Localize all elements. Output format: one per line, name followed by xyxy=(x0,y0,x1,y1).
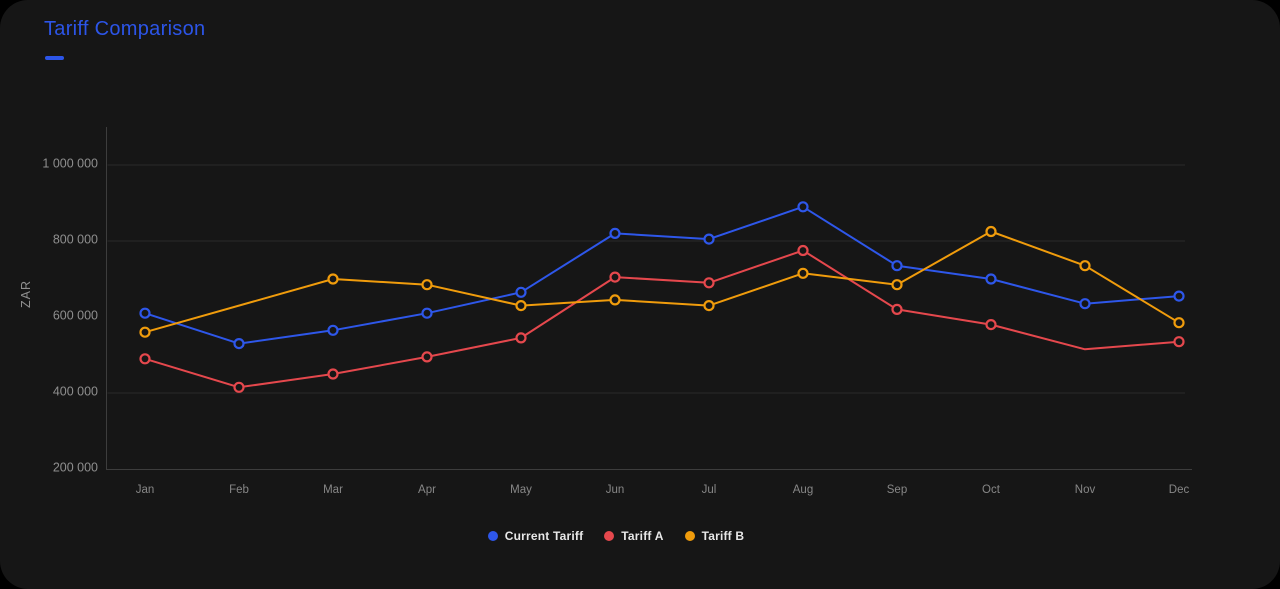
chart-title: Tariff Comparison xyxy=(44,18,206,40)
data-point-tariff-a-feb[interactable] xyxy=(233,381,245,393)
x-axis-tick-label: May xyxy=(510,484,532,496)
y-axis-tick-label: 200 000 xyxy=(53,461,98,475)
data-point-tariff-b-mar[interactable] xyxy=(327,273,339,285)
series-line-current-tariff xyxy=(144,205,1180,345)
data-point-tariff-a-jul[interactable] xyxy=(703,277,715,289)
y-axis-tick-label: 400 000 xyxy=(53,385,98,399)
series-line-tariff-a xyxy=(144,249,1180,389)
data-point-tariff-a-jun[interactable] xyxy=(609,271,621,283)
x-axis-tick-label: Feb xyxy=(229,484,249,496)
data-point-tariff-b-jun[interactable] xyxy=(609,294,621,306)
data-point-tariff-b-dec[interactable] xyxy=(1173,317,1185,329)
data-point-tariff-b-sep[interactable] xyxy=(891,279,903,291)
legend-item-tariff-a[interactable]: Tariff A xyxy=(604,529,663,543)
legend-label: Tariff A xyxy=(621,529,664,543)
chart-legend: Current Tariff Tariff A Tariff B xyxy=(0,529,1232,543)
data-point-current-tariff-mar[interactable] xyxy=(327,324,339,336)
data-point-tariff-a-aug[interactable] xyxy=(797,244,809,257)
data-point-current-tariff-jun[interactable] xyxy=(609,227,621,239)
x-axis-tick-label: Jan xyxy=(136,484,155,496)
legend-label: Tariff B xyxy=(701,529,745,543)
data-point-tariff-a-mar[interactable] xyxy=(327,368,339,380)
legend-item-tariff-b[interactable]: Tariff B xyxy=(684,529,745,543)
data-point-current-tariff-feb[interactable] xyxy=(233,338,245,350)
data-point-tariff-b-nov[interactable] xyxy=(1079,260,1091,272)
data-point-current-tariff-apr[interactable] xyxy=(421,307,433,319)
data-point-tariff-a-may[interactable] xyxy=(515,332,527,344)
data-point-tariff-a-jan[interactable] xyxy=(139,353,151,365)
x-axis-tick-label: Sep xyxy=(887,484,907,496)
legend-label: Current Tariff xyxy=(504,529,584,543)
x-axis-tick-label: Apr xyxy=(418,484,436,496)
data-point-tariff-b-oct[interactable] xyxy=(985,225,997,238)
data-point-current-tariff-dec[interactable] xyxy=(1173,290,1185,302)
series-line-tariff-b xyxy=(144,230,1180,334)
x-axis-tick-label: Jun xyxy=(606,484,625,496)
data-point-tariff-b-aug[interactable] xyxy=(797,267,809,279)
data-point-tariff-a-apr[interactable] xyxy=(421,351,433,363)
title-underline xyxy=(45,56,64,60)
x-axis-tick-label: Nov xyxy=(1075,484,1096,496)
data-point-tariff-a-dec[interactable] xyxy=(1173,336,1185,348)
x-axis-tick-label: Oct xyxy=(982,484,1001,496)
data-point-tariff-b-jan[interactable] xyxy=(139,326,151,338)
x-axis-tick-label: Mar xyxy=(323,484,343,496)
data-point-current-tariff-oct[interactable] xyxy=(985,273,997,285)
data-point-tariff-b-jul[interactable] xyxy=(703,300,715,312)
legend-dot-tariff-a xyxy=(604,531,615,541)
legend-dot-tariff-b xyxy=(684,531,695,541)
y-axis-name: ZAR xyxy=(19,280,33,308)
data-point-tariff-a-sep[interactable] xyxy=(891,303,903,315)
x-axis-tick-label: Dec xyxy=(1169,484,1190,496)
data-point-current-tariff-sep[interactable] xyxy=(891,260,903,272)
legend-item-current-tariff[interactable]: Current Tariff xyxy=(487,529,584,543)
data-point-current-tariff-nov[interactable] xyxy=(1079,298,1091,310)
legend-dot-current-tariff xyxy=(487,531,498,541)
data-point-tariff-a-oct[interactable] xyxy=(985,319,997,331)
y-axis-tick-label: 800 000 xyxy=(53,233,98,247)
x-axis-tick-label: Jul xyxy=(702,484,717,496)
x-axis-tick-label: Aug xyxy=(793,484,813,496)
data-point-tariff-b-apr[interactable] xyxy=(421,279,433,291)
data-point-tariff-b-may[interactable] xyxy=(515,300,527,312)
y-axis-tick-label: 1 000 000 xyxy=(42,157,98,171)
data-point-current-tariff-may[interactable] xyxy=(515,286,527,298)
data-point-current-tariff-aug[interactable] xyxy=(797,201,809,213)
data-point-current-tariff-jan[interactable] xyxy=(139,307,151,319)
y-axis-tick-label: 600 000 xyxy=(53,309,98,323)
data-point-current-tariff-jul[interactable] xyxy=(703,233,715,245)
